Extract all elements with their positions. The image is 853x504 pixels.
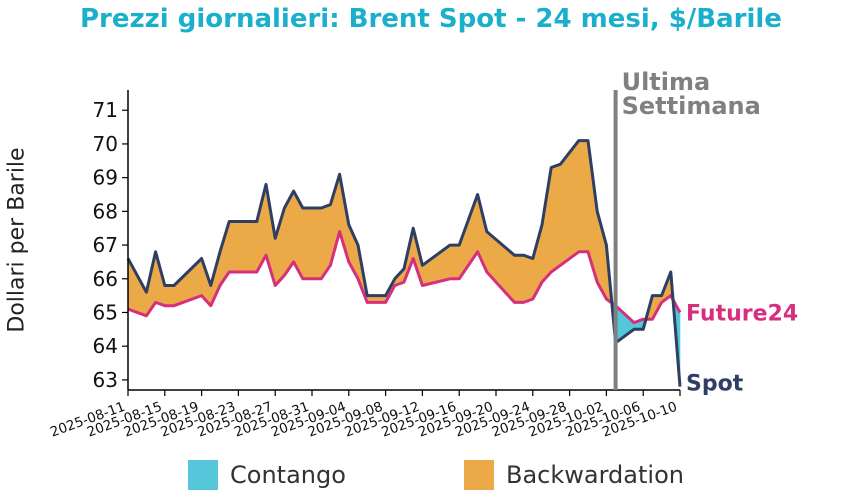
legend-label-backwardation: Backwardation xyxy=(506,461,684,489)
backwardation-fill xyxy=(164,285,175,307)
legend-swatch-contango xyxy=(188,460,218,490)
backwardation-fill xyxy=(523,254,534,303)
y-tick-label: 64 xyxy=(93,334,118,358)
future24-line xyxy=(127,230,682,325)
backwardation-fill xyxy=(578,140,589,253)
backwardation-fill xyxy=(449,244,460,280)
legend-item-contango: Contango xyxy=(188,460,346,490)
y-tick-label: 68 xyxy=(93,199,118,223)
spot-line xyxy=(126,139,682,387)
backwardation-fill xyxy=(550,163,561,273)
backwardation-fill xyxy=(514,254,524,303)
last-week-label: Ultima xyxy=(622,68,711,96)
last-week-label: Settimana xyxy=(622,92,761,120)
backwardation-fill xyxy=(228,221,258,273)
future24-series-label: Future24 xyxy=(686,301,798,326)
legend-label-contango: Contango xyxy=(230,461,346,489)
backwardation-fill xyxy=(302,207,322,280)
y-tick-label: 71 xyxy=(93,98,118,122)
y-tick-label: 66 xyxy=(93,267,118,291)
legend-swatch-backwardation xyxy=(464,460,494,490)
chart-title: Prezzi giornalieri: Brent Spot - 24 mesi… xyxy=(80,4,782,34)
legend-item-backwardation: Backwardation xyxy=(464,460,684,490)
y-tick-label: 65 xyxy=(93,300,118,324)
y-tick-label: 67 xyxy=(93,233,118,257)
y-tick-label: 63 xyxy=(93,368,118,392)
y-tick-label: 69 xyxy=(93,166,118,190)
y-tick-label: 70 xyxy=(93,132,118,156)
spot-series-label: Spot xyxy=(686,372,744,397)
